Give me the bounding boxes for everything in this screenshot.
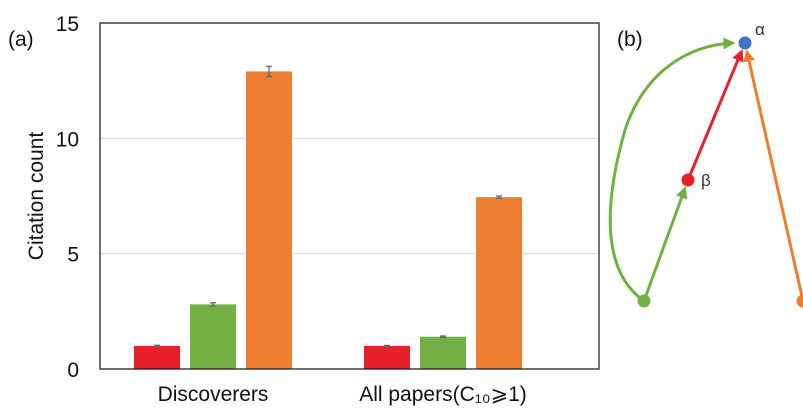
bar [364, 345, 410, 369]
edge-beta-to-alpha [686, 49, 744, 181]
x-category-label: Discoverers [158, 383, 269, 406]
panel-b-label: (b) [617, 28, 643, 51]
x-category-label: All papers(C₁₀⩾1) [359, 383, 527, 406]
bar [246, 71, 292, 369]
bar [134, 345, 180, 369]
node-label-alpha: α [755, 20, 765, 39]
y-tick-label: 5 [67, 244, 79, 267]
y-tick-label: 15 [56, 13, 79, 36]
bar-chart: 0 5 10 15 Citation count Discoverers All paper… [25, 13, 600, 406]
edge-orange-source-to-alpha [743, 49, 803, 302]
node-green-source [637, 294, 651, 308]
y-axis-label: Citation count [25, 132, 48, 261]
node-beta [681, 173, 695, 187]
node-orange-source [796, 294, 803, 308]
citation-diagram: αβ [608, 20, 803, 308]
node-label-beta: β [701, 171, 711, 190]
panel-a-label: (a) [8, 28, 34, 51]
plot-frame [99, 22, 600, 370]
bar [476, 197, 522, 369]
y-tick-label: 0 [67, 359, 79, 382]
node-alpha [738, 36, 752, 50]
edge-green-source-to-alpha [608, 37, 736, 303]
bar [190, 304, 236, 369]
edge-green-source-to-beta [642, 186, 688, 302]
bar [420, 336, 466, 369]
y-tick-label: 10 [56, 128, 79, 151]
